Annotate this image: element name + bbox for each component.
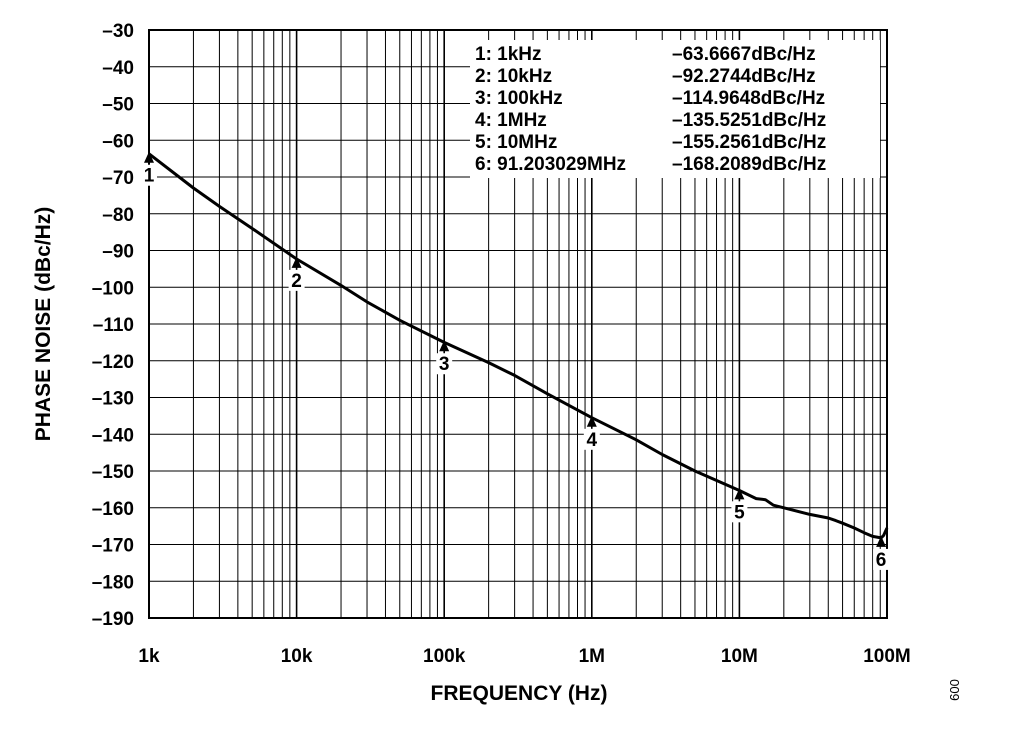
x-tick-label: 10k <box>281 646 313 667</box>
y-tick-label: –30 <box>102 21 134 42</box>
marker-label-bg <box>873 548 890 570</box>
marker-5: 5 <box>731 488 748 523</box>
marker-4: 4 <box>583 415 600 451</box>
marker-triangle <box>439 340 450 352</box>
legend-marker-value: –92.2744dBc/Hz <box>672 66 816 87</box>
y-tick-label: –160 <box>92 499 134 520</box>
marker-triangle <box>144 151 154 163</box>
figure-id: 009 <box>947 679 962 701</box>
legend-marker-label: 4: 1MHz <box>475 110 547 131</box>
y-tick-label: –140 <box>92 425 134 446</box>
legend-marker-value: –168.2089dBc/Hz <box>672 154 826 175</box>
plot-frame <box>148 29 888 619</box>
phase-noise-line <box>148 152 889 540</box>
marker-label-bg <box>731 501 748 523</box>
marker-label: 6 <box>876 550 887 571</box>
marker-label-bg <box>436 353 453 375</box>
marker-triangle <box>876 535 887 547</box>
y-tick-label: –190 <box>92 609 134 630</box>
legend-marker-label: 1: 1kHz <box>475 44 542 65</box>
x-tick-label: 1k <box>138 646 160 667</box>
marker-label: 3 <box>439 354 450 375</box>
y-tick-label: –110 <box>93 315 134 336</box>
marker-6: 6 <box>873 535 890 571</box>
y-tick-label: –40 <box>102 58 134 79</box>
y-tick-label: –90 <box>102 242 134 263</box>
x-axis-title: FREQUENCY (Hz) <box>431 682 608 705</box>
marker-label-bg <box>141 164 157 186</box>
legend-row: 6: 91.203029MHz –168.2089dBc/Hz <box>475 154 826 175</box>
legend-row: 1: 1kHz –63.6667dBc/Hz <box>475 44 816 65</box>
marker-label-bg <box>288 269 305 291</box>
legend-row: 4: 1MHz –135.5251dBc/Hz <box>475 110 826 131</box>
series-layer <box>148 152 889 540</box>
legend-background <box>470 40 880 178</box>
y-tick-label: –130 <box>92 389 134 410</box>
y-tick-label: –100 <box>92 278 134 299</box>
marker-triangle <box>586 415 597 427</box>
marker-layer: 1 2 3 4 5 6 <box>141 151 890 571</box>
y-tick-label: –70 <box>102 168 134 189</box>
legend-marker-value: –155.2561dBc/Hz <box>672 132 826 153</box>
marker-label-bg <box>583 428 600 450</box>
y-tick-label: –80 <box>102 205 134 226</box>
legend-marker-label: 5: 10MHz <box>475 132 557 153</box>
legend-marker-label: 6: 91.203029MHz <box>475 154 626 175</box>
marker-1: 1 <box>141 151 157 187</box>
x-tick-label: 100k <box>423 646 466 667</box>
y-tick-label: –60 <box>102 131 134 152</box>
y-tick-label: –150 <box>92 462 134 483</box>
legend-marker-value: –63.6667dBc/Hz <box>672 44 816 65</box>
y-tick-labels: –30 –40 –50 –60 –70 –80 –90 –100 –110 –120 –130 –14… <box>92 21 134 630</box>
legend-marker-label: 3: 100kHz <box>475 88 563 109</box>
marker-legend: 1: 1kHz –63.6667dBc/Hz 2: 10kHz –92.2744dBc… <box>470 40 880 178</box>
marker-triangle <box>291 256 302 268</box>
marker-label: 2 <box>291 271 302 292</box>
marker-triangle <box>734 488 745 500</box>
y-tick-label: –170 <box>92 536 134 557</box>
x-tick-labels: 1k 10k 100k 1M 10M 100M <box>138 646 910 667</box>
legend-row: 5: 10MHz –155.2561dBc/Hz <box>475 132 826 153</box>
y-tick-label: –120 <box>92 352 134 373</box>
x-tick-label: 100M <box>863 646 911 667</box>
marker-3: 3 <box>436 340 453 375</box>
marker-label: 4 <box>587 430 598 451</box>
legend-marker-label: 2: 10kHz <box>475 66 552 87</box>
marker-2: 2 <box>288 256 305 292</box>
legend-marker-value: –114.9648dBc/Hz <box>672 88 825 109</box>
y-axis-title: PHASE NOISE (dBc/Hz) <box>32 207 55 442</box>
legend-marker-value: –135.5251dBc/Hz <box>672 110 826 131</box>
x-tick-label: 10M <box>721 646 758 667</box>
x-tick-label: 1M <box>579 646 605 667</box>
marker-label: 1 <box>144 166 155 187</box>
y-tick-label: –50 <box>102 95 134 116</box>
legend-row: 3: 100kHz –114.9648dBc/Hz <box>475 88 825 109</box>
legend-row: 2: 10kHz –92.2744dBc/Hz <box>475 66 816 87</box>
marker-label: 5 <box>734 502 745 523</box>
y-tick-label: –180 <box>92 572 134 593</box>
